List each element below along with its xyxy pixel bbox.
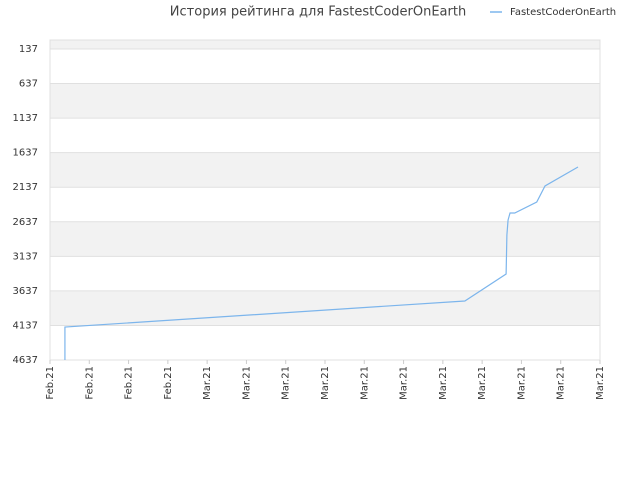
legend-label: FastestCoderOnEarth: [510, 7, 616, 18]
y-tick-label: 1637: [13, 148, 38, 159]
x-tick-label: Mar.21: [320, 366, 331, 400]
x-tick-label: Feb.21: [45, 366, 56, 400]
chart-title: История рейтинга для FastestCoderOnEarth: [170, 5, 466, 20]
series-line: [64, 166, 579, 360]
y-tick-label: 3137: [13, 251, 38, 262]
plot-band: [50, 40, 600, 49]
y-tick-label: 1137: [13, 113, 38, 124]
plot-band: [50, 290, 600, 326]
y-tick-label: 637: [19, 79, 38, 90]
plot-band: [50, 221, 600, 257]
y-tick-label: 4137: [13, 320, 38, 331]
x-tick-label: Feb.21: [124, 366, 135, 400]
x-tick-label: Mar.21: [477, 366, 488, 400]
x-tick-label: Mar.21: [281, 366, 292, 400]
y-tick-label: 4637: [13, 355, 38, 366]
y-tick-label: 3637: [13, 286, 38, 297]
x-tick-label: Mar.21: [438, 366, 449, 400]
x-tick-label: Feb.21: [84, 366, 95, 400]
plot-band: [50, 152, 600, 188]
x-tick-label: Mar.21: [556, 366, 567, 400]
plot-band: [50, 83, 600, 119]
x-tick-label: Mar.21: [359, 366, 370, 400]
x-tick-label: Mar.21: [202, 366, 213, 400]
y-tick-label: 137: [19, 44, 38, 55]
x-tick-label: Feb.21: [163, 366, 174, 400]
x-tick-label: Mar.21: [399, 366, 410, 400]
x-tick-label: Mar.21: [595, 366, 606, 400]
y-tick-label: 2637: [13, 217, 38, 228]
x-tick-label: Mar.21: [516, 366, 527, 400]
x-tick-label: Mar.21: [241, 366, 252, 400]
y-tick-label: 2137: [13, 182, 38, 193]
